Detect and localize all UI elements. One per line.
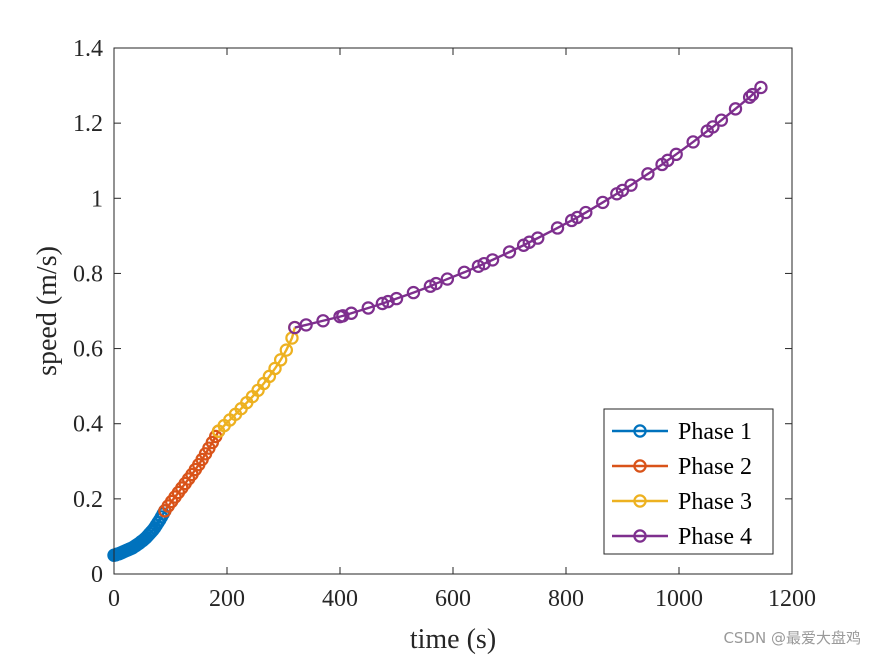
x-axis-label: time (s): [410, 624, 496, 655]
legend-swatch-marker: [633, 494, 647, 508]
x-tick-label: 600: [435, 586, 471, 612]
data-point: [381, 294, 395, 309]
x-tick-label: 1200: [768, 586, 816, 612]
data-point: [754, 80, 768, 95]
y-tick-label: 0.8: [73, 261, 103, 287]
watermark: CSDN @最爱大盘鸡: [723, 629, 861, 647]
data-point: [502, 245, 517, 259]
legend-swatch-marker: [633, 529, 647, 543]
data-point: [579, 205, 593, 220]
legend-label: Phase 2: [678, 454, 752, 480]
series-4: [288, 80, 768, 335]
y-tick-label: 0.6: [73, 337, 103, 363]
y-tick-label: 1: [91, 186, 103, 212]
data-point: [406, 285, 421, 300]
legend: Phase 1 Phase 2 Phase 3 Phase 4: [603, 408, 774, 555]
data-point: [273, 353, 288, 367]
data-point: [361, 301, 375, 315]
legend-label: Phase 3: [678, 489, 752, 515]
data-point: [299, 318, 313, 332]
x-tick-label: 400: [322, 586, 358, 612]
legend-item: Phase 3: [612, 489, 752, 515]
data-point: [624, 178, 638, 192]
y-axis-label: speed (m/s): [32, 246, 63, 376]
data-point: [344, 306, 358, 320]
data-point: [389, 291, 404, 306]
data-point: [279, 343, 294, 357]
data-point: [596, 195, 610, 210]
legend-label: Phase 1: [678, 419, 752, 445]
data-point: [457, 265, 471, 279]
x-tick-label: 800: [548, 586, 584, 612]
data-point: [550, 221, 565, 235]
data-point: [728, 102, 743, 116]
y-tick-label: 0.2: [73, 487, 103, 513]
data-point: [485, 253, 500, 267]
data-point: [316, 314, 330, 328]
legend-swatch-marker: [633, 424, 647, 438]
data-point: [686, 135, 700, 149]
data-point: [706, 120, 720, 134]
legend-label: Phase 4: [678, 524, 752, 550]
y-tick-label: 1.4: [73, 36, 103, 62]
data-point: [745, 87, 760, 102]
data-point: [742, 90, 757, 104]
series-layer: [107, 80, 768, 562]
data-point: [669, 147, 683, 162]
axes-layer: 0 200 400 600 800 1000 1200 0 0.2 0.4 0.6 0.8 1 1.2 1.…: [73, 36, 816, 612]
series-3: [211, 320, 302, 438]
legend-box: [603, 408, 774, 555]
legend-item: Phase 2: [612, 454, 752, 480]
y-tick-label: 0.4: [73, 412, 103, 438]
data-point: [641, 167, 655, 181]
legend-item: Phase 4: [612, 524, 752, 550]
data-point: [375, 296, 390, 311]
y-tick-label: 0: [91, 562, 103, 588]
x-tick-label: 0: [108, 586, 120, 612]
legend-item: Phase 1: [612, 419, 752, 445]
data-point: [440, 272, 455, 286]
data-point: [336, 309, 350, 323]
x-tick-label: 200: [209, 586, 245, 612]
data-point: [531, 231, 545, 245]
y-tick-label: 1.2: [73, 111, 103, 137]
legend-swatch-marker: [633, 459, 647, 473]
data-point: [714, 113, 729, 127]
x-tick-label: 1000: [655, 586, 703, 612]
data-point: [429, 276, 443, 291]
